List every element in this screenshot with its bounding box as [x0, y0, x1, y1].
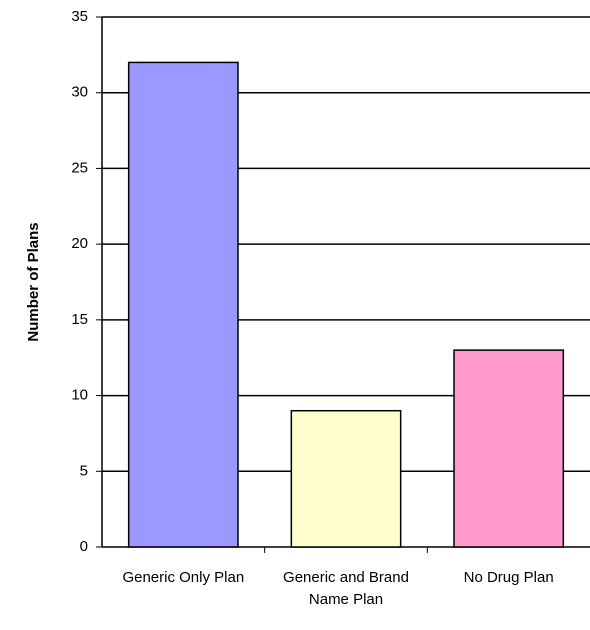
- x-tick-label: Generic Only Plan: [122, 569, 245, 586]
- y-tick-label: 35: [71, 8, 88, 25]
- bar: [453, 349, 565, 548]
- y-tick-label: 5: [80, 462, 88, 479]
- y-axis-title: Number of Plans: [25, 222, 42, 341]
- x-tick-label: Generic and Brand Name Plan: [283, 569, 409, 608]
- y-tick-label: 15: [71, 311, 88, 328]
- bar: [127, 61, 239, 548]
- y-tick-label: 25: [71, 159, 88, 176]
- y-tick-label: 20: [71, 235, 88, 252]
- x-tick-label: No Drug Plan: [463, 569, 554, 586]
- y-tick-label: 30: [71, 84, 88, 101]
- y-tick-label: 10: [71, 387, 88, 404]
- bar: [290, 409, 402, 548]
- y-tick-label: 0: [80, 538, 88, 555]
